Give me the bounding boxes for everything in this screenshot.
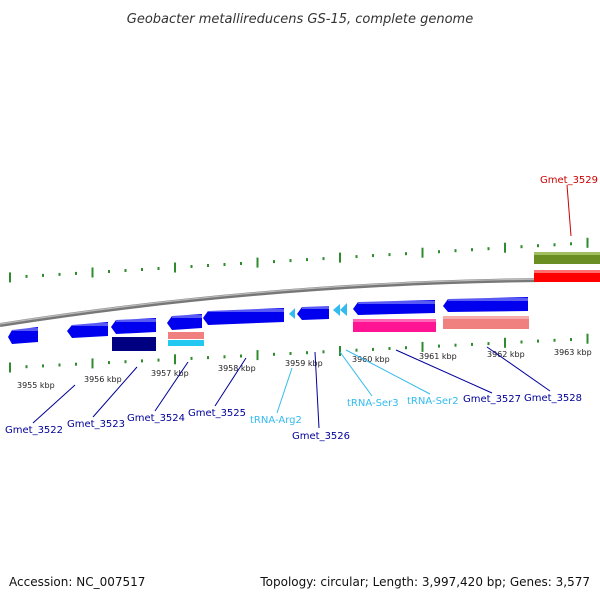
gene-arrow-gmet-3525[interactable] <box>203 308 284 325</box>
leader-gmet-3526 <box>314 351 320 429</box>
feature-shine <box>12 298 529 331</box>
label-trna-arg2[interactable]: tRNA-Arg2 <box>250 415 302 426</box>
label-gmet-3525[interactable]: Gmet_3525 <box>188 408 246 419</box>
label-trna-ser2[interactable]: tRNA-Ser2 <box>407 396 459 407</box>
label-gmet-3529[interactable]: Gmet_3529 <box>540 175 598 186</box>
gene-arrow-gmet-3527[interactable] <box>353 300 435 315</box>
footer-topology: Topology: circular; Length: 3,997,420 bp… <box>259 575 590 589</box>
trna-arrow-arg2[interactable] <box>289 308 295 319</box>
feature-gmet-3529-red-shine <box>534 270 600 273</box>
gene-arrow-gmet-3525a[interactable] <box>167 314 202 330</box>
label-gmet-3527[interactable]: Gmet_3527 <box>463 394 521 405</box>
label-gmet-3522[interactable]: Gmet_3522 <box>5 425 63 436</box>
genome-backbone <box>0 277 600 327</box>
scale-labels: 3955 kbp 3956 kbp 3957 kbp 3958 kbp 3959… <box>17 348 592 390</box>
cds-gmet-3528[interactable] <box>443 316 529 329</box>
label-trna-ser3[interactable]: tRNA-Ser3 <box>347 398 399 409</box>
cds-gmet-3527[interactable] <box>353 319 436 332</box>
scale-label-3958: 3958 kbp <box>218 364 256 373</box>
scale-ticks-upper <box>9 237 589 283</box>
leader-trna-arg2 <box>276 367 293 414</box>
trna-arrow-ser3[interactable] <box>333 304 340 316</box>
gene-arrow-gmet-3522[interactable] <box>8 327 38 344</box>
label-leaders <box>32 184 572 429</box>
label-gmet-3523[interactable]: Gmet_3523 <box>67 419 125 430</box>
genome-title: Geobacter metallireducens GS-15, complet… <box>127 12 473 27</box>
label-gmet-3524[interactable]: Gmet_3524 <box>127 413 185 424</box>
leader-gmet-3524 <box>154 361 189 412</box>
gene-arrow-gmet-3526[interactable] <box>297 306 329 320</box>
scale-ticks-lower <box>9 333 589 373</box>
leader-gmet-3525 <box>214 357 247 407</box>
genome-backbone-highlight <box>0 278 600 325</box>
scale-label-3961: 3961 kbp <box>419 352 457 361</box>
label-gmet-3526[interactable]: Gmet_3526 <box>292 431 350 442</box>
leader-trna-ser2 <box>345 349 431 395</box>
feature-labels: Gmet_3522 Gmet_3523 Gmet_3524 Gmet_3525 … <box>5 175 598 442</box>
scale-label-3956: 3956 kbp <box>84 375 122 384</box>
scale-label-3955: 3955 kbp <box>17 381 55 390</box>
leader-gmet-3522 <box>32 384 76 424</box>
gene-arrow-gmet-3524[interactable] <box>111 318 156 334</box>
leader-gmet-3527 <box>395 349 493 394</box>
gene-arrow-gmet-3523[interactable] <box>67 322 108 338</box>
leader-trna-ser3 <box>339 351 373 397</box>
label-gmet-3528[interactable]: Gmet_3528 <box>524 393 582 404</box>
scale-label-3957: 3957 kbp <box>151 369 189 378</box>
leader-gmet-3523 <box>92 366 138 418</box>
trna-arrow-ser2[interactable] <box>340 303 347 316</box>
scale-label-3962: 3962 kbp <box>487 350 525 359</box>
cds-gmet-3524[interactable] <box>112 337 156 351</box>
leader-gmet-3528 <box>486 346 551 392</box>
footer-accession: Accession: NC_007517 <box>9 575 145 589</box>
gene-arrows <box>8 297 528 344</box>
cds-gmet-3525-cyan[interactable] <box>168 340 204 346</box>
leader-gmet-3529 <box>566 184 572 237</box>
gene-arrow-gmet-3528[interactable] <box>443 297 528 312</box>
scale-label-3959: 3959 kbp <box>285 359 323 368</box>
cds-features <box>112 316 529 351</box>
scale-label-3963: 3963 kbp <box>554 348 592 357</box>
scale-label-3960: 3960 kbp <box>352 355 390 364</box>
feature-gmet-3529-green-shine <box>534 252 600 255</box>
cds-gmet-3525-salmon[interactable] <box>168 332 204 339</box>
